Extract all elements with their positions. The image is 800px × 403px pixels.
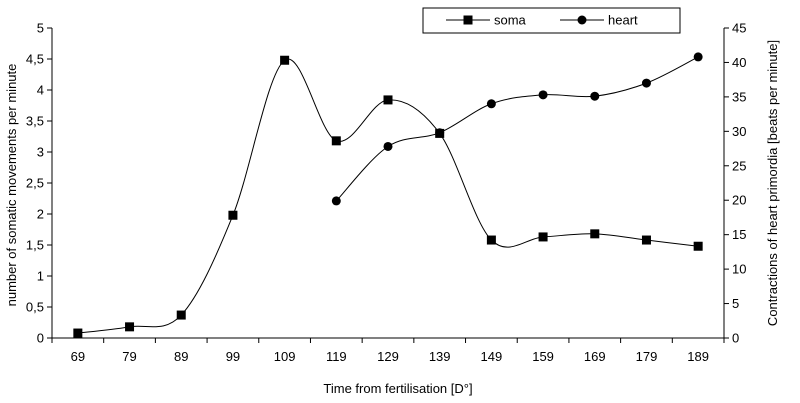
data-point-soma: [228, 210, 238, 220]
left-tick-label: 5: [37, 21, 44, 36]
x-tick-label: 159: [532, 349, 554, 364]
x-tick-label: 109: [274, 349, 296, 364]
x-tick-label: 69: [71, 349, 85, 364]
data-point-soma: [176, 310, 186, 320]
right-axis-title: Contractions of heart primordia [beats p…: [765, 40, 780, 326]
right-tick-label: 25: [732, 158, 746, 173]
x-tick-label: 129: [377, 349, 399, 364]
data-point-soma: [73, 328, 83, 338]
legend-marker-heart: [577, 15, 587, 25]
x-tick-label: 79: [122, 349, 136, 364]
right-tick-label: 0: [732, 331, 739, 346]
x-tick-label: 89: [174, 349, 188, 364]
data-point-soma: [693, 241, 703, 251]
series-line-soma: [77, 58, 699, 334]
x-tick-label: 119: [326, 349, 347, 364]
data-point-heart: [435, 128, 445, 138]
data-point-soma: [331, 136, 341, 146]
x-tick-label: 169: [584, 349, 606, 364]
left-tick-label: 2: [37, 207, 44, 222]
data-point-soma: [486, 235, 496, 245]
data-point-soma: [383, 95, 393, 105]
data-point-heart: [486, 99, 496, 109]
x-tick-label: 149: [481, 349, 503, 364]
left-tick-label: 4: [37, 83, 44, 98]
data-point-soma: [641, 235, 651, 245]
data-point-heart: [331, 196, 341, 206]
series-line-heart: [335, 56, 699, 202]
left-tick-label: 3,5: [26, 114, 44, 129]
left-tick-label: 4,5: [26, 52, 44, 67]
legend-label-heart: heart: [608, 13, 638, 28]
right-tick-label: 10: [732, 262, 746, 277]
right-tick-label: 40: [732, 55, 746, 70]
right-tick-label: 45: [732, 21, 746, 36]
right-tick-label: 20: [732, 193, 746, 208]
left-tick-label: 3: [37, 145, 44, 160]
series-markers: [73, 52, 703, 338]
left-tick-label: 1,5: [26, 238, 44, 253]
x-tick-label: 99: [226, 349, 240, 364]
right-tick-label: 5: [732, 296, 739, 311]
axes: 0 0,5 1 1,5 2 2,5 3 3,5 4 4,5 5 0 5 10 15 20 25 30 35 40 45 6…: [26, 21, 747, 365]
legend: soma heart: [422, 7, 681, 34]
left-tick-label: 0,5: [26, 300, 44, 315]
right-tick-label: 35: [732, 89, 746, 104]
data-point-soma: [538, 232, 548, 242]
data-point-soma: [125, 322, 135, 332]
x-tick-label: 179: [636, 349, 658, 364]
data-point-heart: [538, 90, 548, 100]
data-point-soma: [590, 229, 600, 239]
right-tick-label: 30: [732, 124, 746, 139]
left-tick-label: 1: [37, 269, 44, 284]
data-point-soma: [280, 55, 290, 65]
left-tick-label: 0: [37, 331, 44, 346]
legend-label-soma: soma: [494, 13, 527, 28]
right-tick-label: 15: [732, 227, 746, 242]
data-point-heart: [590, 91, 600, 101]
left-axis-title: number of somatic movements per minute: [4, 64, 19, 307]
x-tick-label: 189: [687, 349, 709, 364]
data-point-heart: [383, 141, 393, 151]
data-point-heart: [693, 52, 703, 62]
data-point-heart: [641, 78, 651, 88]
x-axis-title: Time from fertilisation [D°]: [323, 381, 472, 396]
legend-marker-soma: [463, 15, 473, 25]
x-tick-label: 139: [429, 349, 451, 364]
left-tick-label: 2,5: [26, 176, 44, 191]
